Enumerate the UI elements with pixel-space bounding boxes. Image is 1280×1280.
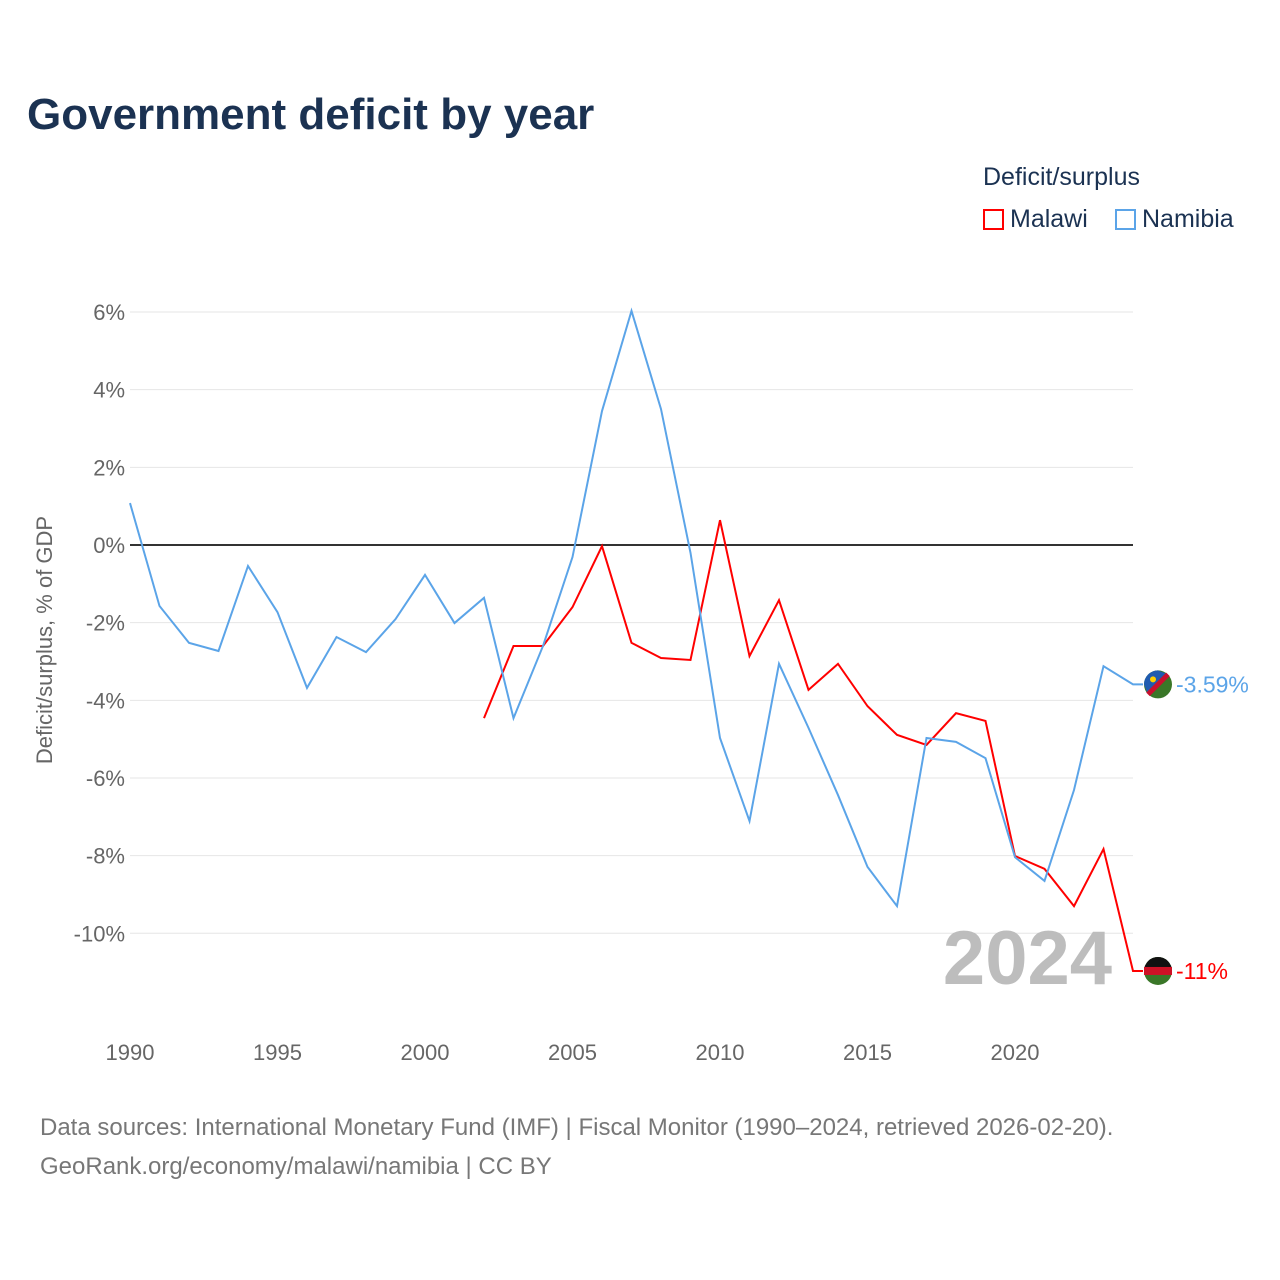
source-note: Data sources: International Monetary Fun… — [40, 1108, 1113, 1186]
end-label-malawi: -11% — [1176, 958, 1228, 984]
x-tick-label: 2015 — [843, 1040, 892, 1065]
y-tick-label: -10% — [74, 921, 125, 946]
y-tick-label: 0% — [93, 533, 125, 558]
flag-stripe — [1146, 672, 1170, 697]
flag-sun — [1150, 676, 1156, 683]
legend-title: Deficit/surplus — [983, 163, 1140, 191]
legend-label-namibia: Namibia — [1142, 205, 1234, 233]
x-tick-label: 2020 — [991, 1040, 1040, 1065]
end-label-namibia: -3.59% — [1176, 671, 1249, 697]
legend-swatch-namibia — [1115, 209, 1136, 230]
y-tick-label: -4% — [86, 688, 125, 713]
legend-label-malawi: Malawi — [1010, 205, 1088, 233]
x-tick-label: 1990 — [106, 1040, 155, 1065]
legend-item-namibia[interactable]: Namibia — [1115, 205, 1234, 234]
year-watermark: 2024 — [943, 916, 1112, 1001]
source-line-1: Data sources: International Monetary Fun… — [40, 1114, 1114, 1141]
y-tick-label: -8% — [86, 844, 125, 869]
flag-blue — [1144, 670, 1168, 695]
series-line-malawi — [483, 519, 1143, 972]
y-tick-label: -6% — [86, 766, 125, 791]
x-tick-label: 1995 — [253, 1040, 302, 1065]
y-tick-label: 6% — [93, 300, 125, 325]
y-tick-label: 2% — [93, 455, 125, 480]
y-tick-label: 4% — [93, 378, 125, 403]
series-line-namibia — [129, 307, 1143, 909]
legend-swatch-malawi — [983, 209, 1004, 230]
x-tick-label: 2005 — [548, 1040, 597, 1065]
chart-title: Government deficit by year — [27, 90, 595, 139]
flag-red — [1144, 966, 1172, 975]
source-line-2: GeoRank.org/economy/malawi/namibia | CC … — [40, 1153, 552, 1180]
flag-namibia-icon — [1144, 670, 1172, 699]
x-tick-label: 2010 — [696, 1040, 745, 1065]
flag-malawi-icon — [1144, 956, 1172, 985]
y-axis-label: Deficit/surplus, % of GDP — [32, 516, 57, 764]
y-tick-label: -2% — [86, 611, 125, 636]
legend-item-malawi[interactable]: Malawi — [983, 205, 1088, 234]
x-tick-label: 2000 — [401, 1040, 450, 1065]
